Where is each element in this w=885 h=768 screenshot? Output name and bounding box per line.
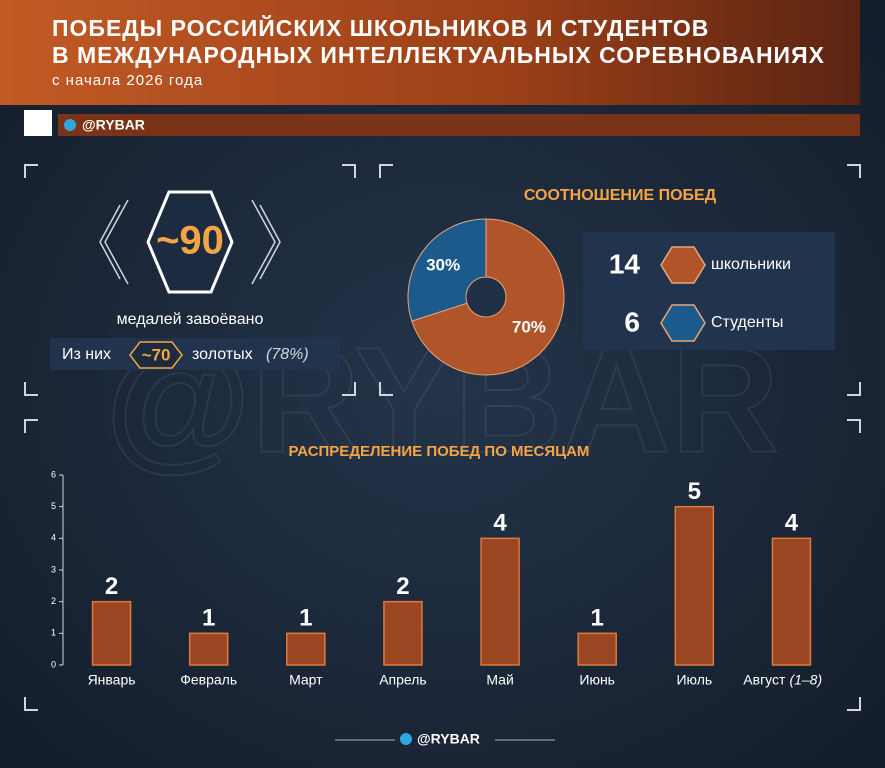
x-tick-note: (1–8) <box>789 672 822 688</box>
bar <box>674 505 715 666</box>
bar-value: 4 <box>785 510 799 537</box>
legend-box <box>583 232 835 350</box>
pie-title: СООТНОШЕНИЕ ПОБЕД <box>524 187 717 204</box>
subtitle: с начала 2026 года <box>52 72 203 89</box>
qr-code <box>24 110 52 136</box>
bar <box>188 632 229 666</box>
bar-value: 2 <box>105 573 118 600</box>
x-tick-label: Июль <box>676 672 712 688</box>
gold-band <box>50 338 340 370</box>
bar-title: РАСПРЕДЕЛЕНИЕ ПОБЕД ПО МЕСЯЦАМ <box>289 443 590 460</box>
pie-slice <box>407 218 487 322</box>
legend-swatch <box>660 304 706 342</box>
y-tick-label: 0 <box>51 659 56 669</box>
pie-slice <box>411 218 565 376</box>
gold-hexagon <box>129 341 183 369</box>
medals-total: ~90 <box>156 219 224 263</box>
header-band <box>0 0 860 105</box>
x-tick-label: Март <box>289 672 323 688</box>
handle: @RYBAR <box>82 117 145 133</box>
handle-band <box>58 114 860 136</box>
telegram-icon <box>400 733 412 745</box>
y-tick-label: 4 <box>51 533 56 543</box>
bar-value: 4 <box>493 510 507 537</box>
y-tick-label: 2 <box>51 596 56 606</box>
chevrons <box>99 199 281 285</box>
x-tick-label: Апрель <box>379 672 427 688</box>
legend-count: 14 <box>609 248 641 279</box>
x-tick-label: Май <box>486 672 513 688</box>
bar <box>577 632 617 666</box>
footer-handle: @RYBAR <box>417 731 480 747</box>
gold-caption: золотых <box>192 346 253 363</box>
y-tick-label: 6 <box>51 469 56 479</box>
legend-label: школьники <box>711 256 791 273</box>
bar-value: 5 <box>688 478 701 505</box>
x-tick-label: Август <box>743 672 786 688</box>
telegram-icon <box>64 119 76 131</box>
gold-share: (78%) <box>266 346 309 363</box>
title: ПОБЕДЫ РОССИЙСКИХ ШКОЛЬНИКОВ И СТУДЕНТОВ <box>52 14 709 41</box>
slice-label: 30% <box>426 255 460 274</box>
medals-caption: медалей завоёвано <box>117 311 264 328</box>
bar <box>91 600 132 666</box>
bar <box>383 600 423 666</box>
footer-bg <box>395 728 495 750</box>
x-tick-label: Февраль <box>180 672 237 688</box>
bar-value: 2 <box>396 573 409 600</box>
bar <box>286 632 326 666</box>
x-tick-label: Январь <box>88 672 136 688</box>
hexagon-badge <box>146 190 234 294</box>
y-tick-label: 5 <box>51 501 56 511</box>
y-tick-label: 1 <box>51 628 56 638</box>
bar-value: 1 <box>591 605 604 632</box>
gold-prefix: Из них <box>62 346 111 363</box>
title: В МЕЖДУНАРОДНЫХ ИНТЕЛЛЕКТУАЛЬНЫХ СОРЕВНО… <box>52 42 825 68</box>
legend-label: Студенты <box>711 314 783 331</box>
y-tick-label: 3 <box>51 564 56 574</box>
legend-count: 6 <box>624 306 640 337</box>
panel-frames <box>24 164 861 711</box>
bar <box>480 537 520 666</box>
bar-value: 1 <box>299 605 312 632</box>
bar-value: 1 <box>202 605 215 632</box>
bar <box>771 537 812 666</box>
legend-swatch <box>660 246 706 284</box>
x-tick-label: Июнь <box>579 672 615 688</box>
gold-count: ~70 <box>142 345 171 364</box>
slice-label: 70% <box>512 318 546 337</box>
